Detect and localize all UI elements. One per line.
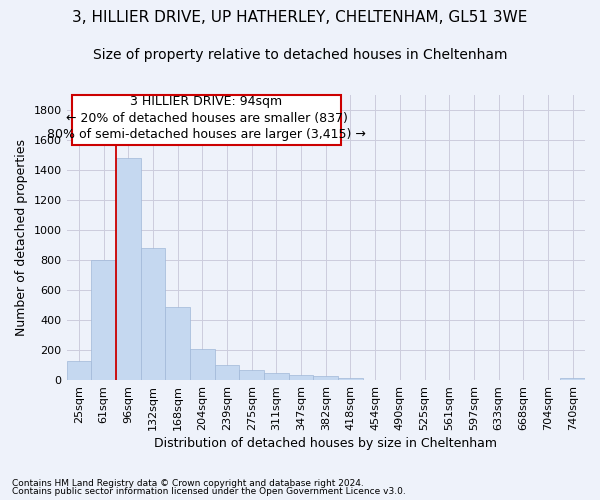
Bar <box>313 376 338 380</box>
Bar <box>67 362 91 380</box>
Bar <box>190 350 215 380</box>
Bar <box>264 372 289 380</box>
Text: 3, HILLIER DRIVE, UP HATHERLEY, CHELTENHAM, GL51 3WE: 3, HILLIER DRIVE, UP HATHERLEY, CHELTENH… <box>73 10 527 25</box>
FancyBboxPatch shape <box>72 95 341 145</box>
Bar <box>91 260 116 380</box>
Text: ← 20% of detached houses are smaller (837): ← 20% of detached houses are smaller (83… <box>65 112 347 125</box>
Bar <box>338 378 363 380</box>
Text: 80% of semi-detached houses are larger (3,415) →: 80% of semi-detached houses are larger (… <box>47 128 366 141</box>
Bar <box>215 365 239 380</box>
Bar <box>239 370 264 380</box>
X-axis label: Distribution of detached houses by size in Cheltenham: Distribution of detached houses by size … <box>154 437 497 450</box>
Bar <box>140 248 165 380</box>
Bar <box>165 306 190 380</box>
Text: Contains public sector information licensed under the Open Government Licence v3: Contains public sector information licen… <box>12 487 406 496</box>
Bar <box>289 375 313 380</box>
Y-axis label: Number of detached properties: Number of detached properties <box>15 139 28 336</box>
Text: Size of property relative to detached houses in Cheltenham: Size of property relative to detached ho… <box>93 48 507 62</box>
Bar <box>116 158 140 380</box>
Text: 3 HILLIER DRIVE: 94sqm: 3 HILLIER DRIVE: 94sqm <box>130 95 283 108</box>
Text: Contains HM Land Registry data © Crown copyright and database right 2024.: Contains HM Land Registry data © Crown c… <box>12 478 364 488</box>
Bar <box>560 378 585 380</box>
